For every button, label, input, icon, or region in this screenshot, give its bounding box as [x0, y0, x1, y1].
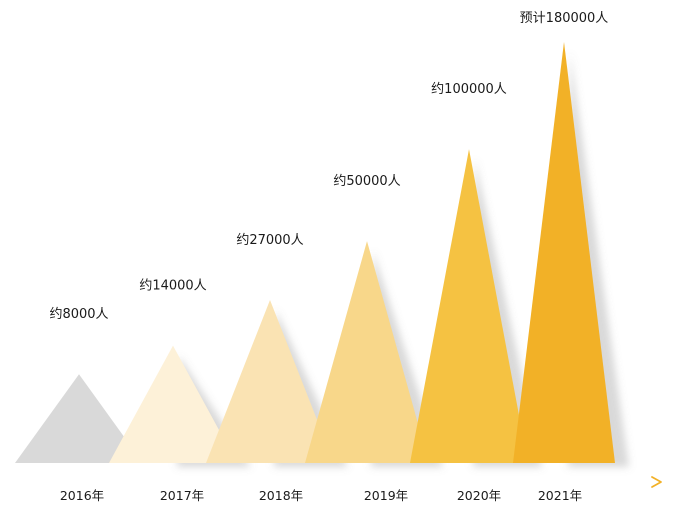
peak-bar-2020年 — [410, 149, 528, 463]
x-axis — [0, 476, 662, 488]
peak-bar-2016年 — [15, 374, 143, 463]
peak-bar-2018年 — [206, 299, 334, 463]
x-tick-label-2021年: 2021年 — [538, 488, 582, 503]
peak-layer — [15, 42, 615, 463]
data-label-2019年: 约50000人 — [333, 174, 400, 189]
tick-label-layer: 2016年 2017年 2018年 2019年 2020年 2021年 — [60, 488, 582, 503]
data-label-2016年: 约8000人 — [49, 307, 108, 322]
peak-bar-2019年 — [305, 241, 429, 463]
x-tick-label-2019年: 2019年 — [364, 488, 408, 503]
x-tick-label-2018年: 2018年 — [259, 488, 303, 503]
x-tick-label-2016年: 2016年 — [60, 488, 104, 503]
data-label-layer: 约8000人 约14000人 约27000人 约50000人 约100000人 预计180… — [49, 11, 608, 322]
data-label-2021年: 预计180000人 — [520, 11, 609, 26]
data-label-2017年: 约14000人 — [139, 279, 206, 294]
x-tick-label-2020年: 2020年 — [457, 488, 501, 503]
data-label-2018年: 约27000人 — [236, 233, 303, 248]
x-tick-label-2017年: 2017年 — [160, 488, 204, 503]
data-label-2020年: 约100000人 — [431, 82, 507, 97]
x-axis-arrow-icon — [651, 476, 662, 488]
peak-bar-2017年 — [109, 345, 237, 463]
peak-bar-2021年 — [513, 42, 615, 463]
